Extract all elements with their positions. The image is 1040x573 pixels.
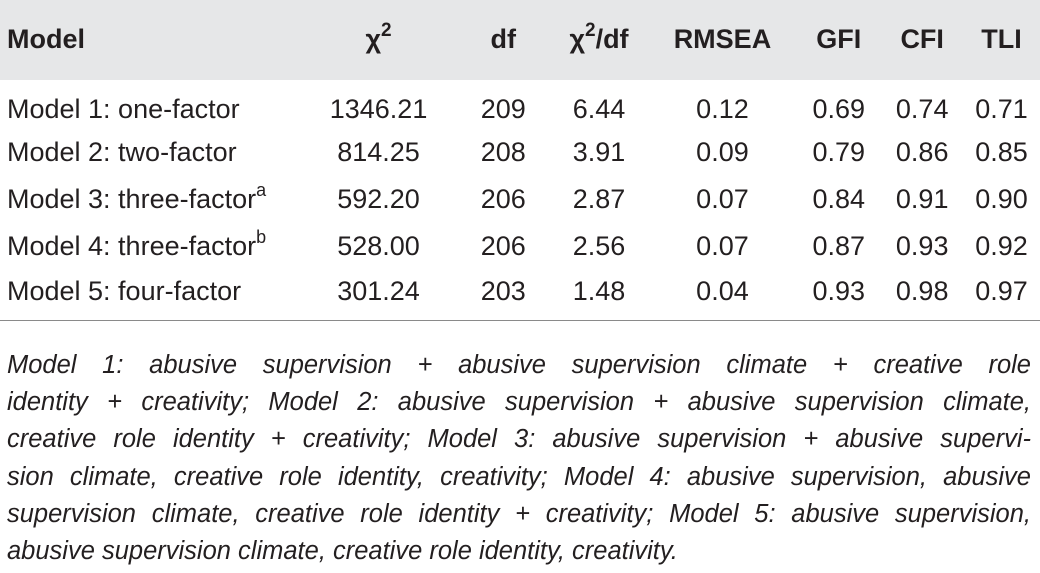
cell-rmsea: 0.07 — [696, 184, 749, 214]
table-row: Model 1: one-factor 1346.21 209 6.44 0.1… — [0, 82, 1040, 129]
cell-gfi: 0.87 — [812, 231, 865, 261]
table-row: Model 4: three-factorb 528.00 206 2.56 0… — [0, 223, 1040, 270]
table-row: Model 2: two-factor 814.25 208 3.91 0.09… — [0, 129, 1040, 176]
header-df: df — [490, 23, 516, 54]
cell-chi-square: 301.24 — [299, 270, 458, 321]
cell-df: 206 — [480, 231, 526, 261]
cell-rmsea: 0.12 — [696, 94, 749, 124]
header-chi-square: χ2 — [365, 19, 392, 54]
header-cfi: CFI — [900, 23, 944, 54]
cell-model: Model 3: three-factora — [7, 180, 267, 214]
footnote-line: identity + creativity; Model 2: abusive … — [7, 388, 1031, 417]
cell-chi-square-df: 2.87 — [572, 184, 626, 214]
cell-cfi: 0.86 — [895, 137, 949, 167]
cell-model: Model 2: two-factor — [7, 137, 237, 167]
cell-chi-square: 528.00 — [337, 231, 420, 261]
cell-model: Model 4: three-factorb — [7, 227, 267, 261]
cell-df: 206 — [480, 184, 526, 214]
model-fit-table: Model χ2 df χ2/df RMSEA GFI CFI TLI Mode… — [0, 0, 1040, 321]
header-tli: TLI — [981, 23, 1022, 54]
footnote-line: Model 1: abusive supervision + abusive s… — [7, 351, 1031, 379]
cell-gfi: 0.69 — [812, 94, 865, 124]
cell-chi-square-df: 1.48 — [549, 270, 649, 321]
cell-model: Model 1: one-factor — [7, 94, 240, 124]
cell-chi-square-df: 3.91 — [572, 137, 626, 167]
cell-tli: 0.90 — [975, 184, 1028, 214]
cell-rmsea: 0.04 — [648, 270, 797, 321]
header-gfi: GFI — [816, 23, 862, 54]
cell-gfi: 0.84 — [812, 184, 865, 214]
cell-chi-square-df: 2.56 — [572, 231, 626, 261]
cell-chi-square: 1346.21 — [329, 94, 428, 124]
header-chi-square-df: χ2/df — [569, 19, 629, 54]
cell-model: Model 5: four-factor — [0, 270, 300, 321]
footnote-line: supervision climate, creative role ident… — [7, 499, 1031, 528]
cell-cfi: 0.74 — [895, 94, 949, 124]
cell-tli: 0.71 — [975, 94, 1028, 124]
cell-gfi: 0.93 — [796, 270, 882, 321]
table-body: Model 1: one-factor 1346.21 209 6.44 0.1… — [0, 82, 1040, 321]
cell-chi-square-df: 6.44 — [572, 94, 626, 124]
cell-cfi: 0.98 — [881, 270, 964, 321]
cell-tli: 0.92 — [975, 231, 1028, 261]
header-model: Model — [7, 23, 85, 54]
cell-rmsea: 0.09 — [696, 137, 749, 167]
cell-chi-square: 814.25 — [337, 137, 420, 167]
cell-cfi: 0.91 — [895, 184, 949, 214]
header-row: Model χ2 df χ2/df RMSEA GFI CFI TLI — [0, 0, 1040, 82]
header-rmsea: RMSEA — [673, 23, 772, 54]
table-row: Model 3: three-factora 592.20 206 2.87 0… — [0, 176, 1040, 223]
table-row: Model 5: four-factor 301.24 203 1.48 0.0… — [0, 270, 1040, 321]
footnote-line: abusive supervision climate, creative ro… — [7, 537, 678, 566]
footnote-line: creative role identity + creativity; Mod… — [7, 425, 1031, 454]
cell-chi-square: 592.20 — [337, 184, 420, 214]
table-footnote: Model 1: abusive supervision + abusive s… — [7, 347, 1031, 570]
cell-df: 209 — [480, 94, 526, 124]
cell-rmsea: 0.07 — [696, 231, 749, 261]
cell-gfi: 0.79 — [812, 137, 865, 167]
cell-df: 208 — [480, 137, 526, 167]
cell-tli: 0.97 — [963, 270, 1040, 321]
cell-cfi: 0.93 — [895, 231, 949, 261]
footnote-line: sion climate, creative role identity, cr… — [7, 462, 1031, 491]
cell-df: 203 — [457, 270, 550, 321]
cell-tli: 0.85 — [975, 137, 1028, 167]
